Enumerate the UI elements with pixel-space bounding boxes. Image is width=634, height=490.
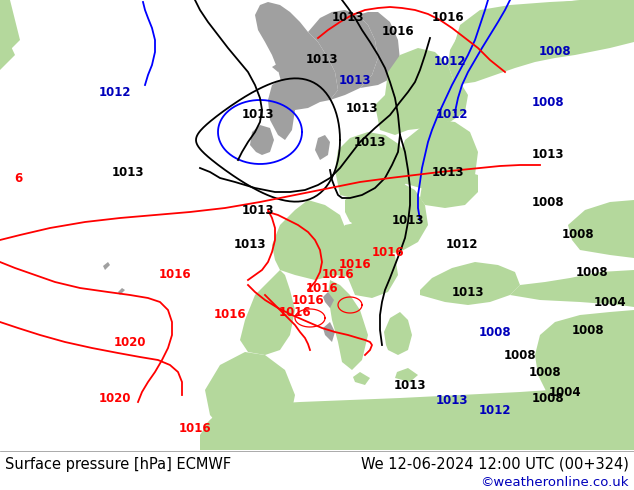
Text: 1013: 1013 (112, 166, 145, 178)
Polygon shape (345, 188, 395, 225)
Text: 1013: 1013 (452, 286, 484, 298)
Text: 1008: 1008 (562, 228, 594, 242)
Text: 1008: 1008 (576, 266, 608, 278)
Text: 1013: 1013 (354, 136, 386, 148)
Polygon shape (308, 10, 378, 100)
Polygon shape (535, 310, 634, 450)
Text: 1013: 1013 (532, 148, 564, 162)
Text: ©weatheronline.co.uk: ©weatheronline.co.uk (481, 475, 629, 489)
Polygon shape (323, 322, 335, 342)
Text: 1008: 1008 (572, 323, 604, 337)
Text: 1016: 1016 (179, 421, 211, 435)
Text: 1020: 1020 (113, 336, 146, 348)
Polygon shape (335, 132, 408, 202)
Text: 1008: 1008 (539, 46, 571, 58)
Polygon shape (384, 312, 412, 355)
Polygon shape (395, 368, 418, 382)
Text: 1012: 1012 (446, 239, 478, 251)
Polygon shape (323, 292, 334, 308)
Text: 6: 6 (14, 172, 22, 185)
Text: 1016: 1016 (339, 259, 372, 271)
Polygon shape (448, 0, 634, 85)
Text: 1012: 1012 (479, 403, 511, 416)
Polygon shape (353, 372, 370, 385)
Polygon shape (268, 80, 295, 140)
Polygon shape (315, 135, 330, 160)
Polygon shape (103, 262, 110, 270)
Text: 1016: 1016 (321, 269, 354, 281)
Text: 1004: 1004 (593, 295, 626, 309)
Polygon shape (412, 78, 468, 122)
Polygon shape (200, 405, 310, 450)
Text: 1013: 1013 (432, 166, 464, 178)
Text: Surface pressure [hPa] ECMWF: Surface pressure [hPa] ECMWF (5, 457, 231, 471)
Text: 1004: 1004 (548, 386, 581, 398)
Text: 1008: 1008 (479, 325, 511, 339)
Text: 1013: 1013 (436, 393, 469, 407)
Text: 1013: 1013 (234, 239, 266, 251)
Polygon shape (568, 200, 634, 258)
Polygon shape (335, 222, 390, 278)
Text: 1013: 1013 (394, 378, 426, 392)
Text: 1012: 1012 (99, 85, 131, 98)
Text: 1016: 1016 (279, 305, 311, 318)
Polygon shape (118, 288, 125, 295)
Polygon shape (272, 62, 285, 72)
Text: 1020: 1020 (99, 392, 131, 405)
Polygon shape (255, 2, 338, 110)
Polygon shape (398, 120, 478, 192)
Polygon shape (200, 388, 634, 450)
Text: 1013: 1013 (306, 53, 339, 67)
Polygon shape (375, 92, 415, 135)
Text: 1012: 1012 (436, 108, 469, 122)
Polygon shape (510, 270, 634, 307)
Text: 1016: 1016 (432, 11, 464, 24)
Text: We 12-06-2024 12:00 UTC (00+324): We 12-06-2024 12:00 UTC (00+324) (361, 457, 629, 471)
Polygon shape (0, 40, 15, 70)
Text: 1008: 1008 (529, 366, 561, 378)
Polygon shape (350, 180, 428, 255)
Polygon shape (385, 48, 455, 130)
Polygon shape (240, 438, 248, 442)
Polygon shape (240, 270, 295, 355)
Text: 1008: 1008 (532, 96, 564, 108)
Text: 1013: 1013 (346, 101, 378, 115)
Text: 1008: 1008 (532, 196, 564, 209)
Text: 1016: 1016 (372, 245, 404, 259)
Polygon shape (348, 250, 398, 298)
Text: 1012: 1012 (434, 55, 466, 69)
Text: 1016: 1016 (292, 294, 325, 307)
Text: 1016: 1016 (306, 281, 339, 294)
Text: 1013: 1013 (339, 74, 372, 87)
Polygon shape (280, 68, 295, 80)
Text: 1016: 1016 (158, 269, 191, 281)
Text: 1013: 1013 (242, 203, 275, 217)
Text: 1008: 1008 (532, 392, 564, 405)
Text: 1016: 1016 (214, 309, 247, 321)
Polygon shape (272, 200, 348, 280)
Polygon shape (250, 125, 274, 155)
Polygon shape (328, 280, 368, 370)
Text: 1016: 1016 (382, 25, 414, 39)
Text: 1008: 1008 (503, 348, 536, 362)
Polygon shape (205, 352, 295, 440)
Polygon shape (0, 0, 20, 60)
Polygon shape (455, 0, 634, 60)
Text: 1013: 1013 (242, 108, 275, 122)
Polygon shape (358, 12, 400, 88)
Polygon shape (420, 262, 520, 305)
Text: 1013: 1013 (332, 11, 365, 24)
Polygon shape (420, 170, 478, 208)
Text: 1013: 1013 (392, 214, 424, 226)
